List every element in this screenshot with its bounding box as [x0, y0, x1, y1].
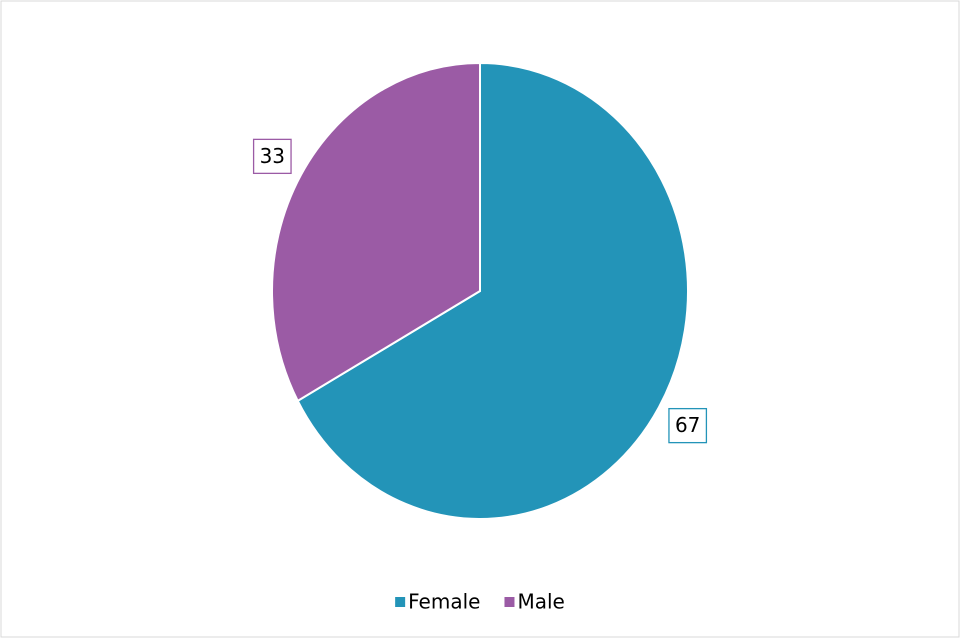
legend-swatch — [395, 597, 406, 607]
data-label: 33 — [260, 144, 285, 168]
data-label-box — [252, 138, 292, 175]
data-label-box — [668, 407, 708, 444]
pie-slice — [271, 61, 481, 403]
legend-swatch — [504, 597, 515, 607]
legend-label: Male — [517, 590, 564, 614]
data-label: 67 — [675, 413, 700, 437]
legend-label: Female — [408, 590, 480, 614]
pie-slice — [296, 61, 689, 520]
